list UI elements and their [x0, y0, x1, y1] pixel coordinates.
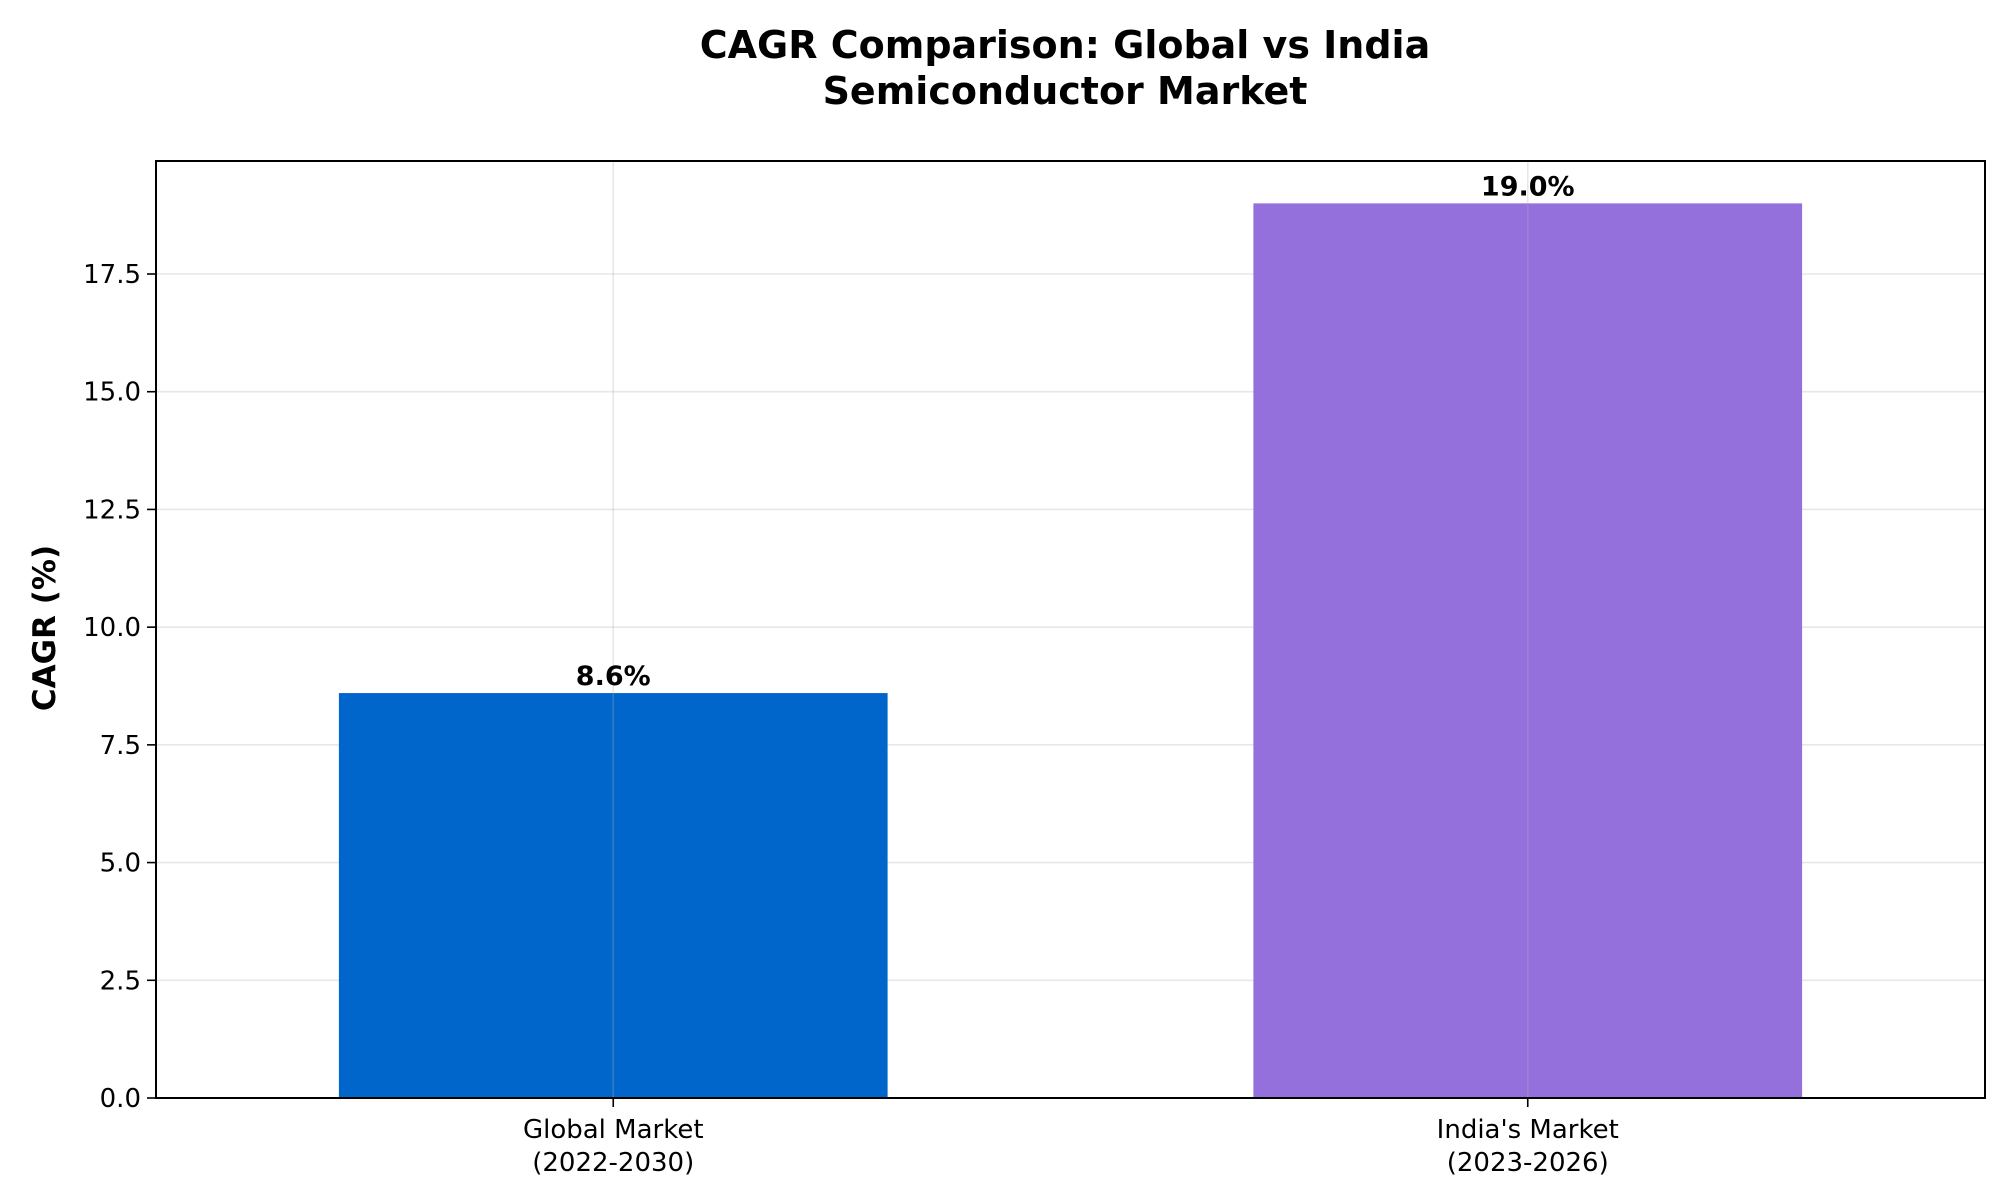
y-axis-ticks: 0.0 2.5 5.0 7.5 10.0 12.5 15.0 17.5 — [83, 260, 156, 1114]
bar — [1253, 203, 1803, 1098]
axes-frame — [155, 160, 1986, 1099]
x-tick-label: Global Market — [523, 1115, 704, 1145]
y-tick-label: 10.0 — [83, 613, 141, 643]
x-tick-label: (2022-2030) — [532, 1148, 694, 1178]
y-tick-label: 17.5 — [83, 260, 141, 290]
y-tick-label: 12.5 — [83, 495, 141, 525]
data-label: 19.0% — [1481, 171, 1575, 202]
y-tick-label: 2.5 — [100, 966, 141, 996]
y-tick-label: 5.0 — [100, 849, 141, 879]
y-tick-label: 15.0 — [83, 378, 141, 408]
x-axis-ticks: Global Market(2022-2030) India's Market(2… — [523, 1098, 1619, 1178]
y-axis-label: CAGR (%) — [27, 545, 63, 711]
x-tick-label: (2023-2026) — [1447, 1148, 1609, 1178]
bar — [338, 693, 888, 1098]
data-labels: 8.6% 19.0% — [576, 171, 1575, 692]
x-tick-label: India's Market — [1437, 1115, 1619, 1145]
y-tick-label: 0.0 — [100, 1084, 141, 1114]
chart-title-line-1: CAGR Comparison: Global vs India — [700, 23, 1430, 67]
x-grid-lines — [612, 161, 1529, 1098]
data-label: 8.6% — [576, 661, 651, 692]
y-tick-label: 7.5 — [100, 731, 141, 761]
bars — [338, 203, 1803, 1098]
chart-title-line-2: Semiconductor Market — [823, 69, 1308, 113]
